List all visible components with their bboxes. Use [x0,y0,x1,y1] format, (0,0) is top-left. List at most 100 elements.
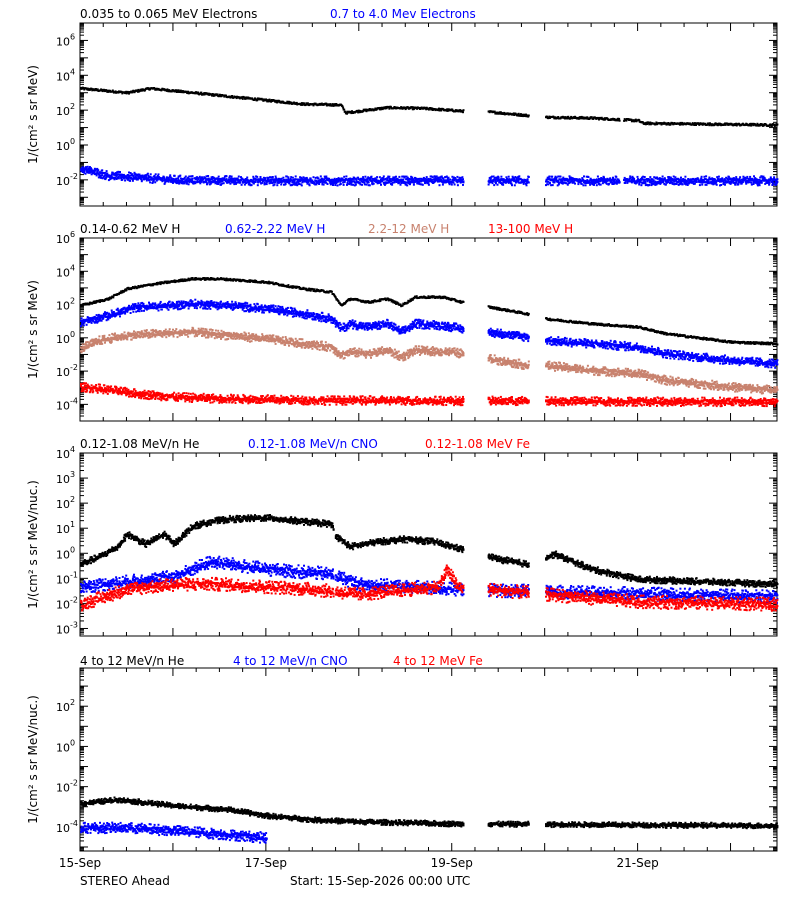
data-point [758,182,760,185]
data-point [129,172,132,174]
data-point [644,181,647,183]
data-point [615,182,618,185]
data-point [312,104,315,107]
data-point [286,100,289,103]
data-point [256,99,259,102]
data-point [412,181,415,184]
data-point [366,177,369,180]
data-point [623,179,626,181]
data-point [217,183,220,185]
data-point [595,178,598,181]
data-point [722,179,725,182]
data-point [343,181,346,184]
data-point [716,179,719,182]
data-point [315,179,318,182]
data-point [168,178,171,181]
data-point [649,176,652,179]
data-point [256,175,259,178]
data-point [705,175,708,178]
data-point [262,99,265,102]
data-point [618,179,621,182]
data-point [648,184,651,186]
data-point [640,181,643,184]
data-point [270,180,273,183]
data-point [506,178,508,181]
data-point [248,182,251,185]
data-point [768,178,771,181]
data-point [293,181,295,184]
data-point [489,176,492,179]
data-point [252,182,255,185]
data-point [518,175,521,178]
data-point [599,180,602,183]
data-point [759,124,762,127]
data-point [636,175,639,178]
data-point [762,175,765,178]
data-point [243,96,246,99]
y-tick-label: 10-2 [56,363,78,379]
data-point [771,181,774,183]
data-point [446,109,449,112]
data-point [429,178,432,180]
data-point [233,183,236,186]
data-point [100,174,103,177]
data-point [589,117,592,120]
data-point [488,179,491,182]
data-point [422,178,425,181]
data-point [640,176,643,179]
data-point [614,181,617,184]
data-point [259,176,262,178]
data-point [750,181,753,184]
data-point [405,183,408,186]
data-point [402,178,405,181]
data-point [271,182,274,184]
data-point [713,181,716,184]
data-point [179,180,182,183]
data-point [285,175,288,178]
data-point [219,180,222,182]
data-point [433,175,436,178]
data-point [565,179,568,182]
data-point [453,179,455,182]
data-point [585,180,588,183]
data-point [353,184,356,187]
data-point [257,181,260,184]
data-point [661,175,664,178]
data-point [416,182,419,185]
data-point [107,90,110,93]
data-point [305,181,308,183]
data-point [673,178,676,181]
data-point [582,179,585,182]
data-point [557,180,560,183]
data-point [775,183,778,186]
data-point [175,177,178,180]
data-point [197,177,200,180]
data-point [406,177,409,180]
data-point [706,123,709,126]
data-point [706,178,709,181]
data-point [488,181,491,184]
data-point [351,110,353,113]
data-point [117,175,120,178]
data-point [623,176,626,179]
data-point [294,175,297,178]
data-point [352,180,355,183]
data-point [114,174,117,177]
data-point [425,176,428,179]
data-point [275,177,278,180]
data-point [256,178,259,181]
data-point [141,89,144,92]
data-point [293,179,296,182]
data-point [206,182,209,185]
data-point [379,181,382,184]
data-point [667,181,670,183]
data-point [308,184,311,187]
data-point [126,176,129,179]
data-point [106,89,109,92]
data-point [753,175,755,178]
data-point [232,179,235,181]
data-point [306,102,309,105]
data-point [342,183,345,186]
data-point [616,178,619,181]
data-point [225,94,227,97]
